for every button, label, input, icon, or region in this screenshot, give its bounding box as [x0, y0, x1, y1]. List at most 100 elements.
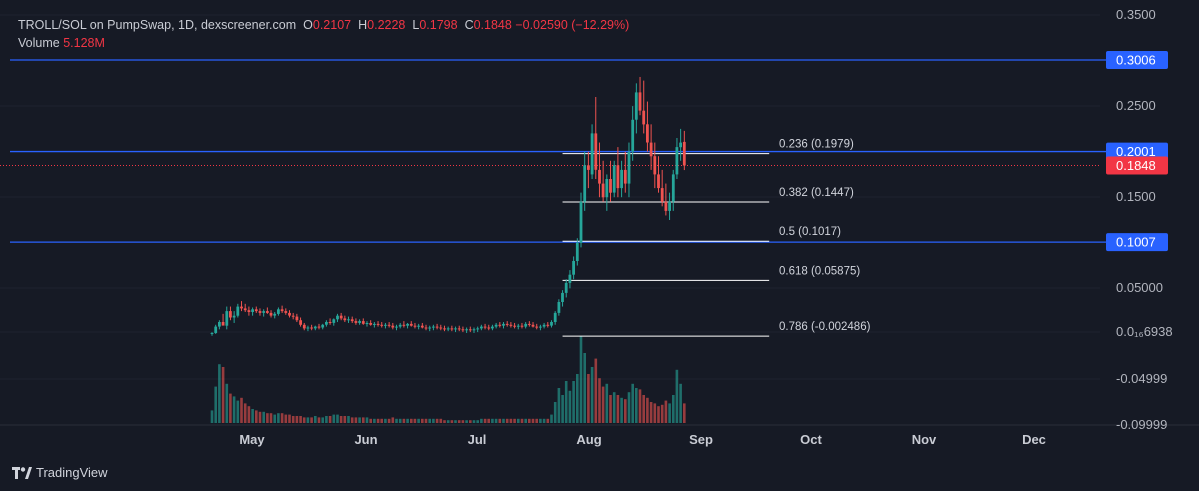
volume-bar: [302, 417, 306, 423]
volume-bar: [328, 416, 332, 423]
volume-bar: [513, 418, 516, 423]
fibonacci-retracement[interactable]: 0.236 (0.1979) 0.382 (0.1447) 0.5 (0.1017)…: [562, 139, 871, 337]
candle-body: [509, 324, 513, 326]
candle-body: [616, 165, 620, 189]
price-tag: [1106, 233, 1168, 252]
candle-body: [262, 311, 266, 313]
price-tag: [1106, 142, 1168, 161]
volume-bar: [291, 416, 295, 423]
candle-body: [336, 315, 339, 320]
candle-body: [623, 169, 627, 184]
candle-body: [417, 325, 420, 327]
close-value: 0.1848: [473, 18, 512, 32]
candle-body: [365, 323, 369, 324]
volume-bar: [494, 418, 498, 423]
current-price-tag: [1106, 156, 1168, 175]
x-tick-label: Dec: [1022, 432, 1046, 447]
volume-bar: [225, 383, 229, 423]
volume-bar: [417, 418, 420, 423]
candle-body: [243, 308, 247, 311]
volume-bar: [579, 336, 583, 423]
volume-bar: [376, 418, 380, 423]
candle-body: [306, 327, 310, 329]
volume-bar: [310, 417, 313, 423]
x-tick-label: Aug: [576, 432, 601, 447]
volume-bar: [627, 392, 631, 423]
y-axis[interactable]: 0.3500 0.2500 0.1500 0.05000 0.0₁₆6938 -0.049…: [1106, 7, 1173, 432]
candle-body: [480, 326, 483, 329]
candle-body: [376, 323, 380, 325]
volume-bar: [564, 381, 568, 423]
candle-body: [328, 322, 332, 323]
volume-bar: [295, 416, 299, 423]
volume-bar: [550, 414, 553, 423]
candle-body: [664, 201, 668, 211]
volume-bar: [373, 418, 376, 423]
candle-body: [638, 92, 642, 111]
volume-bar: [339, 416, 343, 423]
volume-bar: [609, 395, 612, 423]
volume-bar: [255, 410, 258, 423]
candle-body: [601, 183, 605, 198]
volume-bar: [635, 388, 638, 423]
candle-body: [291, 315, 295, 317]
volume-bar: [343, 416, 347, 423]
candle-body: [406, 323, 409, 326]
volume-bar: [642, 395, 645, 423]
volume-bar: [280, 413, 284, 423]
candle-body: [498, 324, 502, 326]
candle-body: [631, 119, 635, 152]
volume-bars: [210, 336, 686, 423]
symbol-title: TROLL/SOL on PumpSwap, 1D, dexscreener.c…: [18, 18, 297, 32]
candle-body: [634, 92, 638, 120]
fib-label: 0.236 (0.1979): [779, 139, 854, 151]
volume-bar: [672, 395, 675, 423]
volume-bar: [469, 420, 472, 423]
candle-body: [387, 324, 391, 326]
candle-body: [369, 323, 373, 325]
candle-body: [505, 323, 509, 325]
volume-bar: [557, 388, 561, 423]
volume-bar: [509, 418, 513, 423]
volume-bar: [432, 418, 435, 423]
volume-bar: [601, 386, 605, 423]
volume-bar: [421, 418, 424, 423]
candle-body: [310, 327, 313, 329]
candle-body: [299, 320, 302, 325]
volume-bar: [325, 416, 328, 423]
volume-bar: [288, 414, 291, 423]
candle-body: [302, 324, 306, 329]
candle-body: [605, 179, 609, 198]
horizontal-levels[interactable]: [0, 59, 1106, 243]
candle-body: [435, 326, 439, 328]
candle-body: [446, 328, 450, 330]
candle-body: [332, 319, 336, 323]
y-tick-label: 0.05000: [1116, 280, 1163, 295]
volume-bar: [240, 397, 243, 423]
volume-bar: [616, 395, 620, 423]
volume-bar: [262, 411, 265, 423]
volume-bar: [683, 403, 686, 423]
volume-bar: [594, 358, 598, 423]
candle-body: [642, 110, 646, 125]
candle-body: [295, 316, 299, 321]
candle-body: [428, 327, 432, 329]
candle-body: [568, 274, 572, 283]
volume-bar: [284, 414, 288, 423]
candle-body: [513, 325, 516, 327]
candle-body: [491, 326, 494, 329]
volume-bar: [679, 383, 682, 423]
candle-body: [439, 327, 443, 329]
candle-body: [516, 325, 520, 327]
candle-body: [572, 261, 575, 275]
volume-bar: [347, 416, 350, 423]
x-axis[interactable]: May Jun Jul Aug Sep Oct Nov Dec: [239, 432, 1046, 447]
volume-bar: [299, 416, 302, 423]
candle-body: [557, 302, 561, 313]
low-label: L: [412, 18, 420, 32]
candle-body: [679, 142, 682, 148]
tradingview-brand[interactable]: TradingView: [12, 465, 108, 480]
candle-body: [590, 133, 594, 175]
volume-bar: [568, 390, 572, 423]
